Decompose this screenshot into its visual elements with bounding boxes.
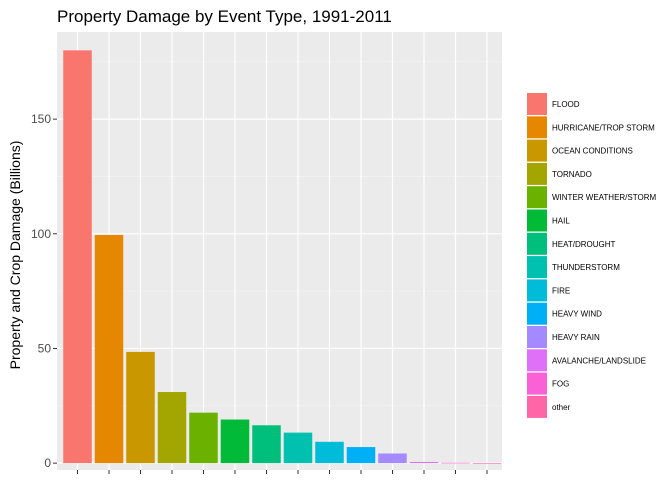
- bar: [189, 412, 218, 464]
- bar: [157, 392, 187, 464]
- legend-label: FOG: [552, 380, 569, 389]
- legend-label: TORNADO: [552, 170, 592, 179]
- legend-key: [527, 349, 547, 372]
- legend-key: [527, 395, 547, 418]
- legend-label: HEAT/DROUGHT: [552, 240, 616, 249]
- y-tick-label: 100: [31, 227, 51, 241]
- minor-gridlines: [57, 61, 502, 407]
- bar: [346, 447, 376, 464]
- legend-label: HEAVY WIND: [552, 310, 602, 319]
- legend-key: [527, 232, 547, 255]
- bar: [283, 432, 313, 464]
- bar: [252, 425, 281, 464]
- bar: [472, 463, 502, 464]
- legend-label: OCEAN CONDITIONS: [552, 147, 633, 156]
- legend-key: [527, 209, 547, 232]
- bar: [220, 419, 250, 464]
- x-axis-ticks: [77, 470, 488, 474]
- legend: FLOOD HURRICANE/TROP STORM OCEAN CONDITION…: [527, 93, 656, 418]
- bar: [315, 441, 344, 464]
- legend-label: WINTER WEATHER/STORM: [552, 193, 656, 202]
- legend-key: [527, 372, 547, 395]
- bar: [441, 462, 470, 464]
- legend-label: other: [552, 403, 571, 412]
- legend-label: HAIL: [552, 217, 570, 226]
- bar: [409, 461, 439, 464]
- legend-key: [527, 139, 547, 162]
- legend-key: [527, 93, 547, 115]
- chart-title: Property Damage by Event Type, 1991-2011: [57, 7, 392, 26]
- major-gridlines: [57, 32, 502, 470]
- legend-label: FLOOD: [552, 100, 580, 109]
- y-tick-label: 0: [44, 456, 51, 470]
- legend-key: [527, 162, 547, 185]
- legend-key: [527, 326, 547, 348]
- bar: [126, 351, 155, 464]
- bars: [63, 50, 502, 464]
- y-tick-label: 50: [38, 341, 52, 355]
- legend-key: [527, 302, 547, 325]
- bar: [94, 234, 124, 464]
- legend-key: [527, 279, 547, 302]
- bar: [378, 453, 407, 464]
- legend-label: HURRICANE/TROP STORM: [552, 123, 655, 132]
- plot-panel: [57, 32, 502, 470]
- y-tick-label: 150: [31, 112, 51, 126]
- y-axis-ticks: 0 50 100 150: [31, 112, 57, 470]
- y-axis-label: Property and Crop Damage (Billions): [7, 141, 23, 370]
- legend-label: AVALANCHE/LANDSLIDE: [552, 356, 646, 365]
- legend-key: [527, 186, 547, 209]
- legend-label: HEAVY RAIN: [552, 333, 600, 342]
- bar: [63, 50, 92, 464]
- legend-key: [527, 256, 547, 279]
- legend-label: FIRE: [552, 286, 570, 295]
- legend-label: THUNDERSTORM: [552, 263, 620, 272]
- legend-key: [527, 116, 547, 139]
